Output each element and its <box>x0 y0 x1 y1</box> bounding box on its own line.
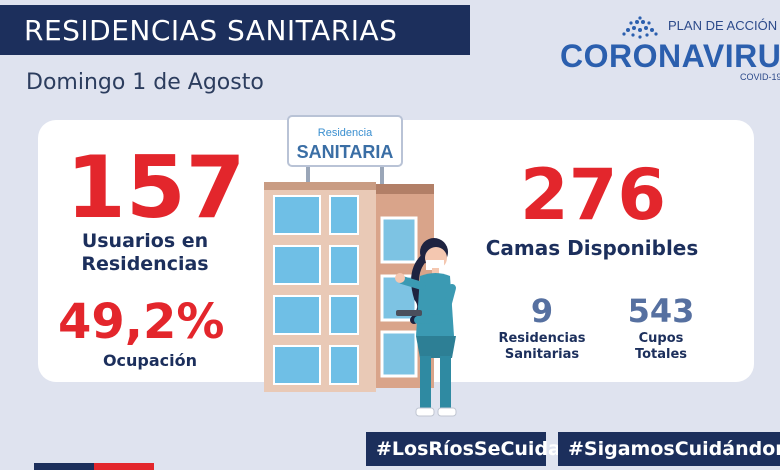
cupos-value: 543 <box>627 292 695 330</box>
hashtag-left-text: #LosRíosSeCuida <box>376 438 561 460</box>
cupos-label-line2: Totales <box>634 346 688 362</box>
usuarios-label-line1: Usuarios en <box>81 230 209 252</box>
logo-plan-text: PLAN DE ACCIÓN <box>668 18 778 33</box>
sign-bottom-text: SANITARIA <box>297 142 394 162</box>
camas-value: 276 <box>520 154 667 236</box>
camas-label: Camas Disponibles <box>485 236 699 260</box>
residence-building-illustration: Residencia SANITARIA <box>264 115 457 417</box>
flag-stripe-blue <box>34 463 94 470</box>
usuarios-value: 157 <box>66 138 246 238</box>
flag-stripe-red <box>94 463 154 470</box>
cupos-label: Cupos Totales <box>616 331 706 362</box>
hashtag-losriosecuida: #LosRíosSeCuida <box>366 432 561 466</box>
ocupacion-value: 49,2% <box>58 294 225 350</box>
cupos-label-line1: Cupos <box>638 331 684 346</box>
residencias-label-line1: Residencias <box>498 331 586 346</box>
hashtag-right-text: #SigamosCuidándonos <box>568 438 780 460</box>
residencias-value: 9 <box>530 292 554 330</box>
ocupacion-label: Ocupación <box>102 351 198 370</box>
page-title-text: RESIDENCIAS SANITARIAS <box>24 13 398 47</box>
usuarios-label-line2: Residencias <box>81 252 209 275</box>
residencias-label: Residencias Sanitarias <box>496 331 588 362</box>
residencias-label-line2: Sanitarias <box>504 346 580 362</box>
logo-covid-text: COVID-19 <box>740 72 780 82</box>
virus-dots-icon <box>622 16 658 39</box>
logo-coronavirus-text: CORONAVIRUS <box>560 38 780 74</box>
page-title: RESIDENCIAS SANITARIAS <box>0 5 470 55</box>
plan-coronavirus-logo: PLAN DE ACCIÓN CORONAVIRUS COVID-19 <box>560 8 780 88</box>
date-label: Domingo 1 de Agosto <box>26 70 264 95</box>
sign-top-text: Residencia <box>318 127 373 139</box>
hashtag-sigamoscuidandonos: #SigamosCuidándonos <box>558 432 780 466</box>
usuarios-label: Usuarios en Residencias <box>60 230 230 276</box>
